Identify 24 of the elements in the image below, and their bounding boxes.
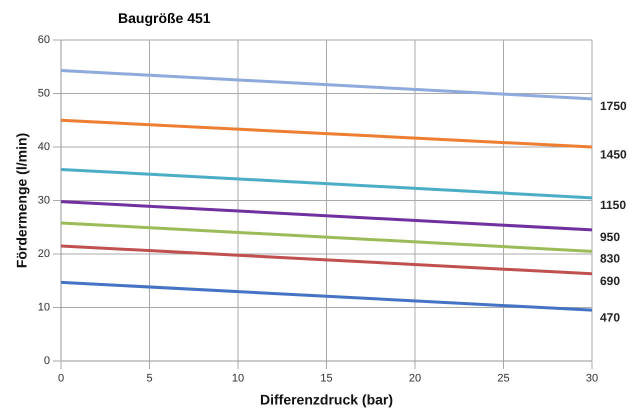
series-label: 690 (600, 274, 620, 288)
y-tick-label: 10 (38, 302, 50, 314)
series-label: 830 (600, 252, 620, 266)
y-tick-label: 60 (38, 34, 50, 46)
series-label: 470 (600, 310, 620, 324)
y-tick-label: 40 (38, 141, 50, 154)
y-axis-title: Fördermenge (l/min) (13, 132, 30, 268)
y-tick-label: 0 (44, 355, 50, 368)
y-tick-label: 20 (38, 248, 50, 260)
series-label: 1750 (600, 99, 628, 114)
x-tick-label: 5 (146, 372, 153, 385)
series-label: 1150 (600, 198, 626, 212)
x-tick-label: 0 (58, 372, 64, 385)
series-label: 950 (600, 230, 620, 244)
x-tick-label: 10 (232, 372, 244, 385)
x-axis-title: Differenzdruck (bar) (260, 391, 394, 408)
y-tick-label: 30 (38, 194, 50, 207)
x-tick-label: 15 (320, 372, 333, 385)
chart-title: Baugröße 451 (118, 10, 211, 26)
x-tick-label: 30 (586, 372, 598, 385)
x-tick-label: 25 (497, 372, 510, 385)
y-tick-label: 50 (38, 88, 50, 100)
series-label: 1450 (600, 147, 628, 162)
x-tick-label: 20 (408, 372, 422, 385)
